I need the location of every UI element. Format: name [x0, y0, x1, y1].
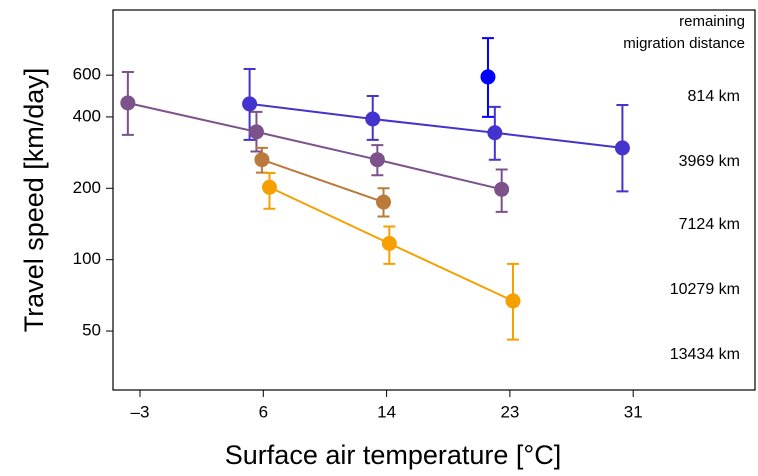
- legend-label: 13434 km: [670, 346, 740, 363]
- point: [242, 96, 258, 112]
- x-tick-label: 6: [259, 402, 268, 421]
- point: [120, 95, 136, 111]
- point: [369, 152, 385, 168]
- point: [614, 140, 630, 156]
- y-tick-label: 100: [73, 249, 101, 268]
- point: [381, 235, 397, 251]
- legend-title: migration distance: [623, 35, 745, 52]
- x-tick-label: 14: [377, 402, 396, 421]
- legend-label: 7124 km: [679, 216, 740, 233]
- point: [254, 152, 270, 168]
- x-tick-label: –3: [131, 402, 150, 421]
- legend-label: 814 km: [688, 88, 740, 105]
- y-tick-label: 600: [73, 65, 101, 84]
- point: [365, 111, 381, 127]
- point: [480, 69, 496, 85]
- series-line: [249, 102, 623, 149]
- point: [248, 124, 264, 140]
- x-tick-label: 31: [624, 402, 643, 421]
- y-axis-title: Travel speed [km/day]: [19, 68, 49, 333]
- point: [494, 181, 510, 197]
- series-line: [127, 102, 502, 191]
- plot-frame: [112, 9, 756, 391]
- point: [487, 125, 503, 141]
- legend-label: 10279 km: [670, 281, 740, 298]
- point: [261, 179, 277, 195]
- series-line: [261, 158, 384, 203]
- x-axis-title: Surface air temperature [°C]: [225, 440, 561, 470]
- legend-label: 3969 km: [679, 153, 740, 170]
- x-tick-label: 23: [500, 402, 519, 421]
- y-tick-label: 50: [82, 321, 101, 340]
- point: [505, 293, 521, 309]
- point: [376, 194, 392, 210]
- y-tick-label: 400: [73, 106, 101, 125]
- y-tick-label: 200: [73, 178, 101, 197]
- legend-title: remaining: [679, 13, 745, 30]
